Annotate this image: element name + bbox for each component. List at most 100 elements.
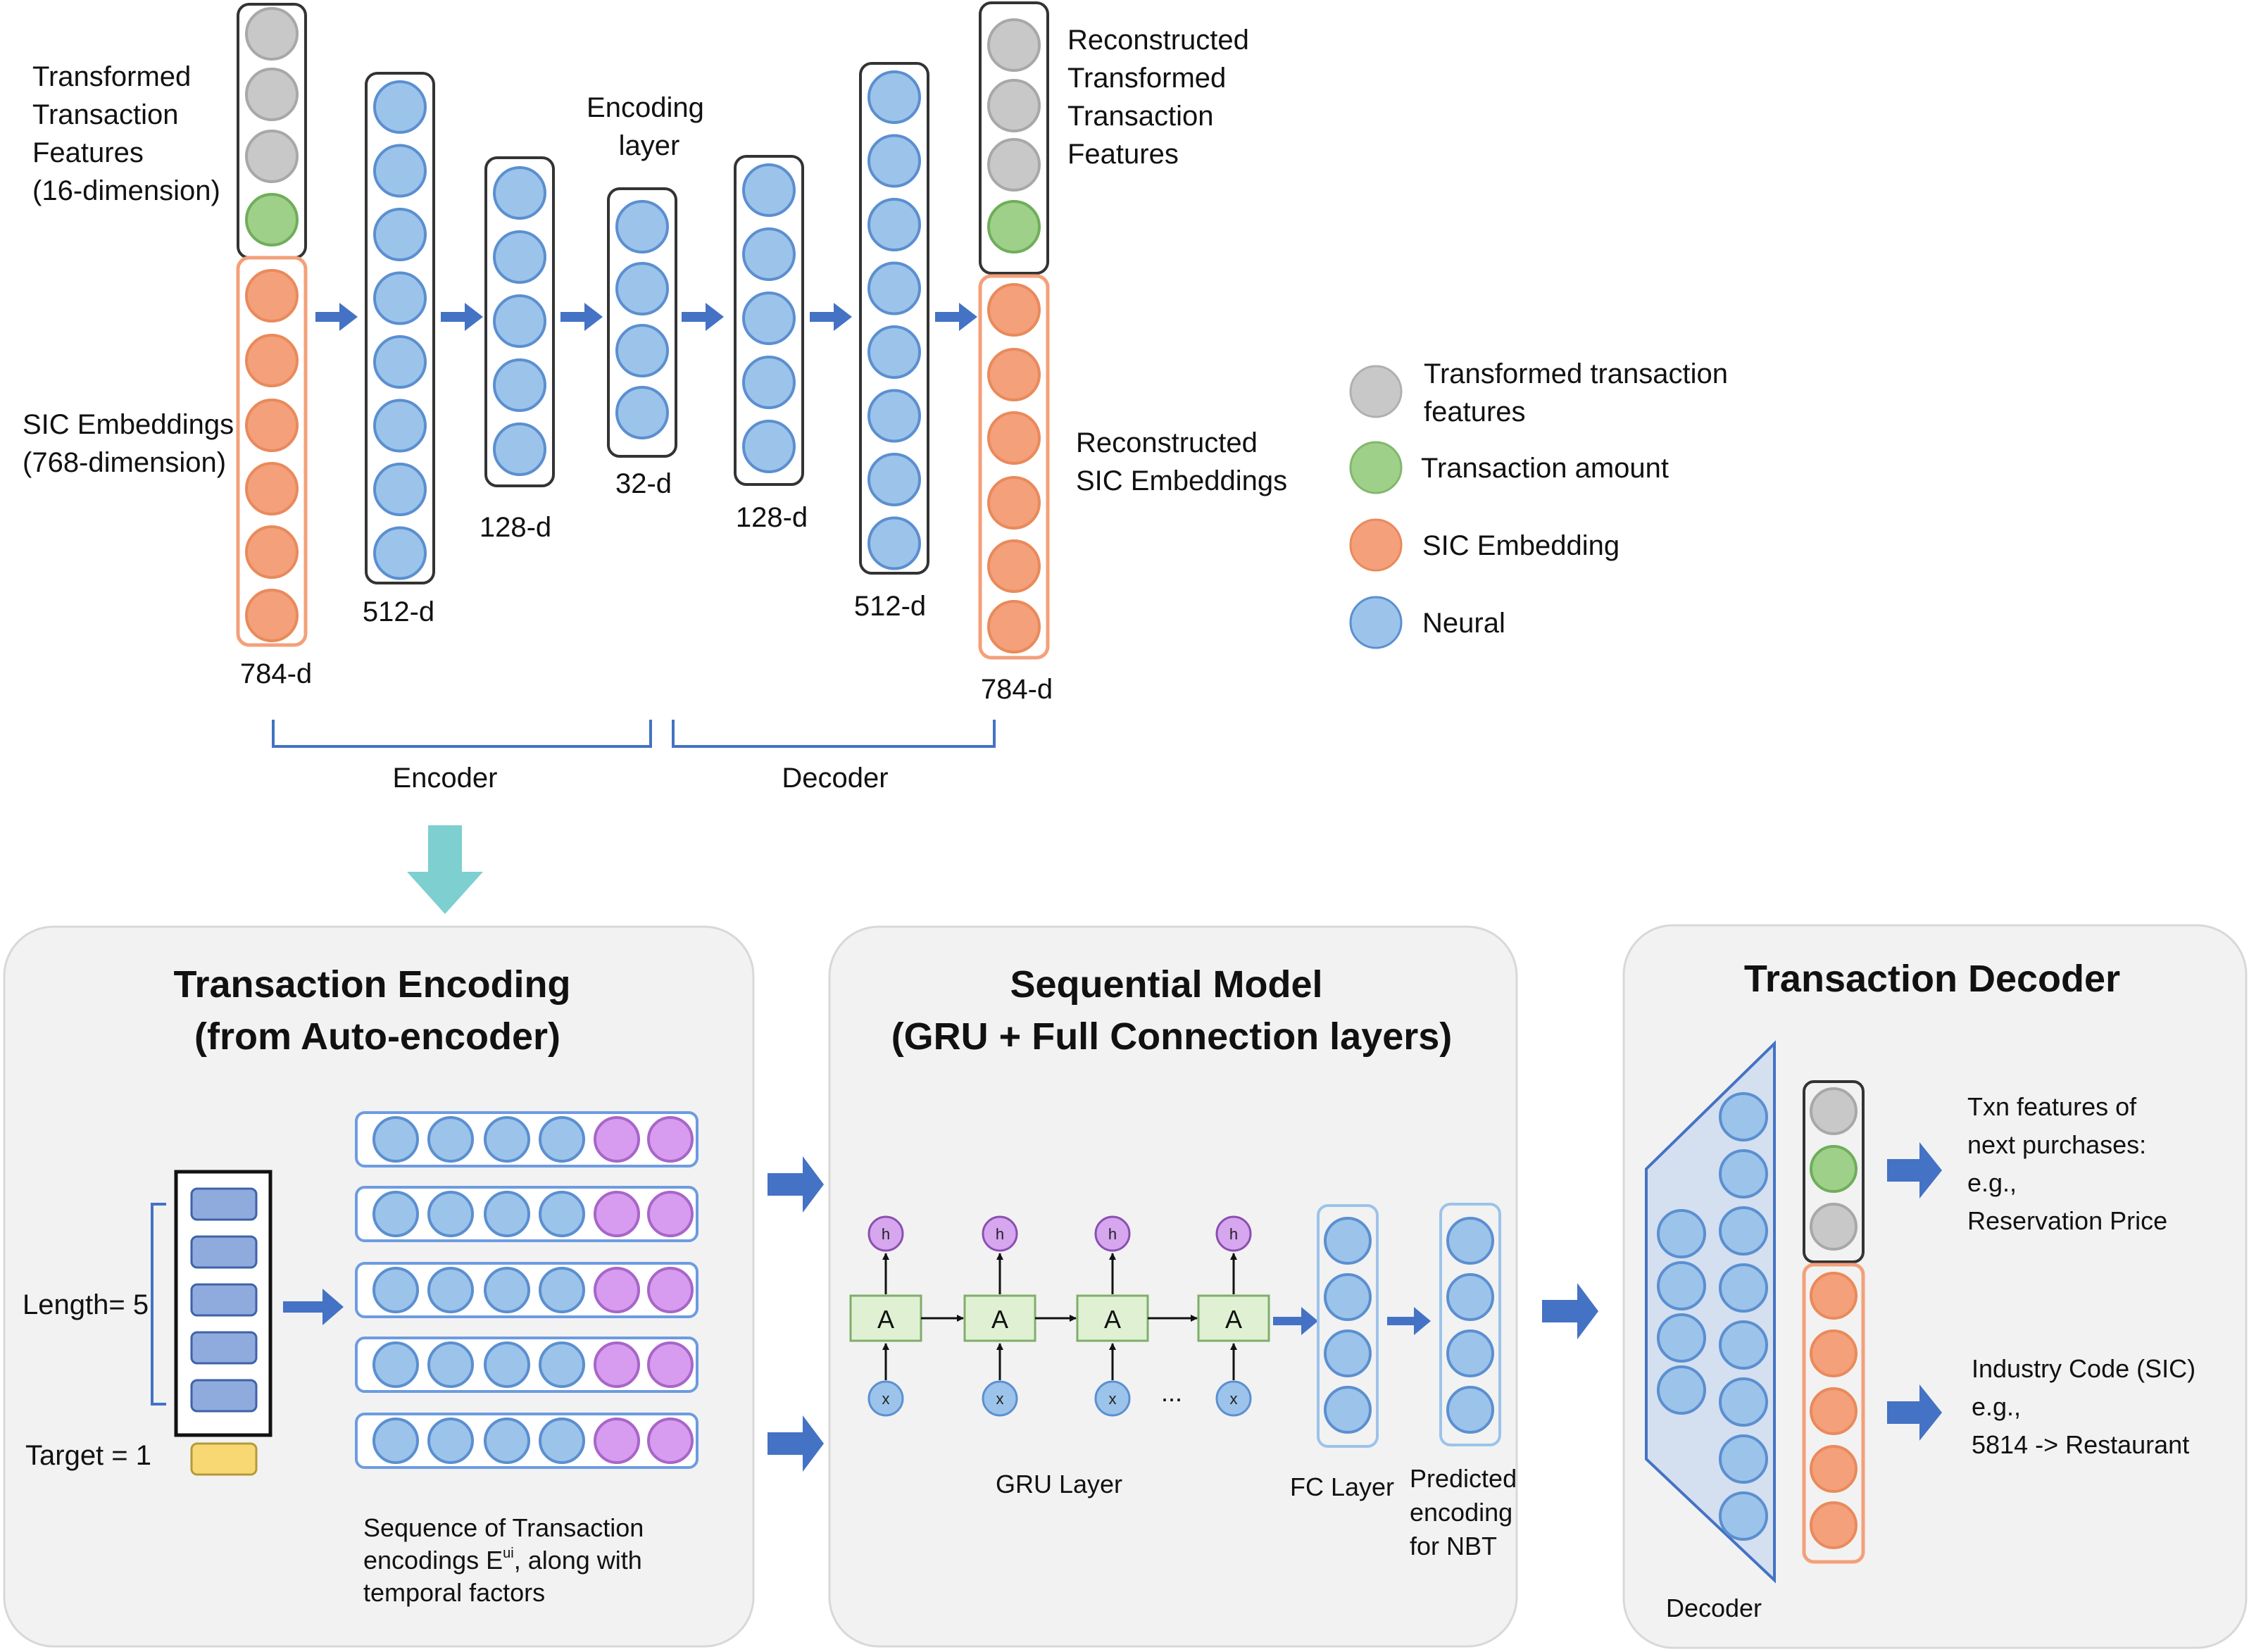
- input-state-node: [867, 1380, 904, 1417]
- encoding-cell: [539, 1418, 585, 1464]
- encoding-cell: [594, 1418, 640, 1464]
- output-node: [987, 411, 1041, 465]
- predicted-node: [1446, 1329, 1494, 1377]
- encoding-cell: [427, 1116, 474, 1163]
- input-node: [245, 589, 299, 642]
- decoder-panel-title: Transaction Decoder: [1744, 958, 2120, 1000]
- autoencoder-arrows: [315, 303, 977, 331]
- sequence-item: [190, 1187, 258, 1221]
- encoding-cell: [647, 1191, 694, 1237]
- input-sic-box: [236, 256, 308, 647]
- sequence-item: [190, 1283, 258, 1317]
- code-32-box: [607, 187, 677, 458]
- gru-to-fc-arrow: [1273, 1307, 1318, 1335]
- input-state-node: [1094, 1380, 1131, 1417]
- encoding-cell: [647, 1267, 694, 1313]
- encoder-128-node: [493, 423, 546, 476]
- encoder-512-nodes: [373, 80, 427, 580]
- legend-gray-swatch: [1349, 365, 1403, 418]
- encoding-cell: [647, 1341, 694, 1388]
- input-node: [245, 462, 299, 515]
- decoder-outer-node: [1719, 1263, 1768, 1313]
- hidden-state-label: h: [882, 1225, 890, 1243]
- input-state-label: x: [1230, 1390, 1238, 1408]
- output-layer-nodes: [987, 18, 1041, 653]
- decoder-512-node: [867, 325, 921, 379]
- layer-arrow: [441, 303, 483, 331]
- gru-cell: [963, 1294, 1036, 1342]
- legend-blue-label: Neural: [1422, 608, 1505, 639]
- stack-to-encodings-arrow: [283, 1289, 344, 1325]
- decoder-128-node: [742, 420, 796, 473]
- fc-node: [1324, 1386, 1372, 1434]
- input-node: [245, 525, 299, 579]
- encoder-512-box: [365, 72, 435, 584]
- down-arrow-icon: [407, 825, 483, 914]
- input-state-label: x: [996, 1390, 1004, 1408]
- decoder-outer-node: [1719, 1206, 1768, 1256]
- decoder-output-node: [1810, 1203, 1858, 1251]
- target-bar: [190, 1442, 258, 1476]
- input-bottom-label: SIC Embeddings (768-dimension): [23, 409, 242, 478]
- encoding-cell: [539, 1191, 585, 1237]
- encoder-128-node: [493, 294, 546, 348]
- legend-green-swatch: [1349, 441, 1403, 494]
- encoder-bracket: [272, 720, 652, 748]
- decoder-128-node: [742, 163, 796, 217]
- legend-green-label: Transaction amount: [1421, 453, 1669, 484]
- length-label: Length= 5: [23, 1289, 149, 1320]
- txn-output-arrow: [1887, 1142, 1942, 1199]
- decoder-outer-node: [1719, 1377, 1768, 1427]
- output-bottom-label: Reconstructed SIC Embeddings: [1076, 427, 1287, 496]
- decoder-512-node: [867, 198, 921, 251]
- input-state-label: x: [1109, 1390, 1117, 1408]
- decoder-outer-node: [1719, 1320, 1768, 1370]
- decoder-panel-bg: [1622, 924, 2248, 1649]
- encoding-cell: [427, 1191, 474, 1237]
- output-sic-box: [978, 274, 1050, 660]
- decoder-output-node: [1810, 1087, 1858, 1135]
- fc-layer-box: [1317, 1204, 1379, 1448]
- decoder-512-node: [867, 516, 921, 570]
- layer-arrow: [682, 303, 724, 331]
- decoder-512-node: [867, 70, 921, 124]
- encoding-cell: [594, 1341, 640, 1388]
- decoder-outer-node: [1719, 1149, 1768, 1199]
- encoding-rows: [355, 1111, 698, 1469]
- encoder-128-node: [493, 358, 546, 412]
- decoder-bracket: [672, 720, 996, 748]
- predicted-node: [1446, 1386, 1494, 1434]
- decoder-output-node: [1810, 1272, 1858, 1320]
- decoder-output-node: [1810, 1329, 1858, 1377]
- fc-to-pred-arrow: [1387, 1307, 1431, 1335]
- encoding-cell: [372, 1267, 419, 1313]
- decoder-output-node: [1810, 1501, 1858, 1549]
- gru-layer-label: GRU Layer: [996, 1470, 1122, 1498]
- decoder-output-node: [1810, 1145, 1858, 1193]
- encoding-cell: [539, 1116, 585, 1163]
- dec2-dim-label: 512-d: [854, 591, 926, 622]
- encoder-512-node: [373, 463, 427, 516]
- encoder-512-node: [373, 144, 427, 198]
- output-node: [987, 79, 1041, 132]
- encoding-cell: [484, 1418, 530, 1464]
- sequential-panel: Sequential Model (GRU + Full Connection …: [828, 925, 1518, 1648]
- encoding-cell: [484, 1267, 530, 1313]
- decoder-outer-node: [1719, 1491, 1768, 1541]
- encoder-512-node: [373, 335, 427, 389]
- decoder-128-node: [742, 292, 796, 345]
- hidden-state-label: h: [996, 1225, 1004, 1243]
- gru-ellipsis: ...: [1161, 1378, 1182, 1407]
- encoder-label: Encoder: [393, 763, 498, 794]
- sic-output-label: Industry Code (SIC) e.g., 5814 -> Restau…: [1972, 1354, 2203, 1459]
- encoding-cell: [594, 1116, 640, 1163]
- fc-node: [1324, 1329, 1372, 1377]
- encoder-512-node: [373, 80, 427, 134]
- output-node: [987, 600, 1041, 653]
- decoder-feature-box: [1803, 1080, 1865, 1263]
- decoder-512-nodes: [867, 70, 921, 570]
- gru-cells: Ah x Ah x Ah x Ah x: [849, 1215, 1270, 1417]
- decoder-outer-node: [1719, 1092, 1768, 1141]
- legend-orange-swatch: [1349, 518, 1403, 572]
